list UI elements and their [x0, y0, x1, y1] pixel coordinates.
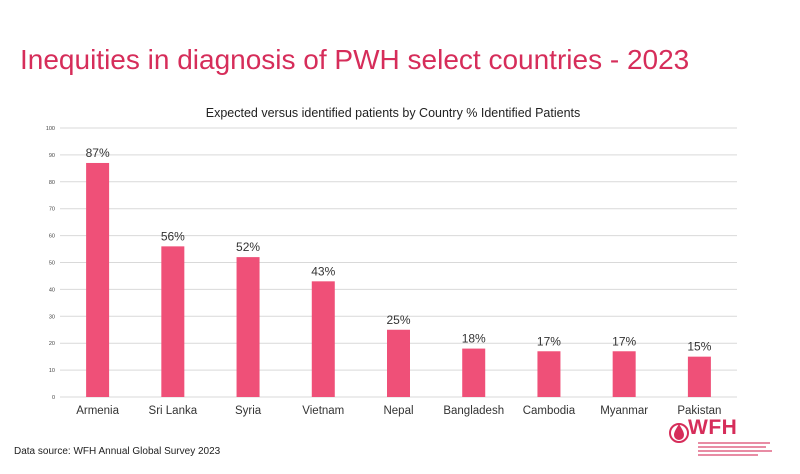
- x-tick-label: Sri Lanka: [149, 405, 198, 417]
- data-labels: 87% 56% 52% 43% 25% 18% 17% 17% 15%: [86, 146, 712, 354]
- bar-sri-lanka: [161, 246, 185, 397]
- data-label: 43%: [311, 264, 335, 278]
- data-label: 87%: [86, 146, 110, 160]
- logo-wordmark: WFH: [688, 416, 738, 439]
- y-tick-label: 60: [49, 234, 55, 240]
- bar-cambodia: [537, 351, 561, 397]
- chart-title: Expected versus identified patients by C…: [206, 106, 581, 120]
- y-tick-label: 70: [49, 207, 55, 213]
- y-tick-label: 20: [49, 341, 55, 347]
- y-tick-label: 40: [49, 287, 55, 293]
- bar-syria: [236, 257, 260, 397]
- x-tick-label: Cambodia: [523, 405, 576, 417]
- x-tick-label: Armenia: [76, 405, 119, 417]
- bar-bangladesh: [462, 348, 486, 397]
- bar-vietnam: [311, 281, 335, 397]
- y-tick-label: 90: [49, 153, 55, 159]
- x-tick-label: Nepal: [383, 405, 413, 417]
- data-label: 17%: [612, 334, 636, 348]
- bars: [86, 162, 711, 397]
- x-tick-label: Pakistan: [677, 405, 721, 417]
- y-tick-label: 10: [49, 368, 55, 374]
- y-tick-label: 30: [49, 314, 55, 320]
- data-source-note: Data source: WFH Annual Global Survey 20…: [14, 446, 221, 457]
- y-tick-label: 100: [46, 126, 55, 132]
- data-label: 25%: [386, 313, 410, 327]
- y-tick-label: 50: [49, 261, 55, 267]
- wfh-logo: WFH: [668, 416, 780, 456]
- y-tick-label: 80: [49, 180, 55, 186]
- bar-pakistan: [687, 356, 711, 397]
- y-axis-ticks: 0 10 20 30 40 50 60 70 80 90 100: [46, 126, 55, 401]
- data-label: 15%: [687, 340, 711, 354]
- x-tick-label: Syria: [235, 405, 262, 417]
- data-label: 52%: [236, 240, 260, 254]
- data-label: 18%: [462, 332, 486, 346]
- x-tick-label: Bangladesh: [443, 405, 504, 417]
- y-tick-label: 0: [52, 395, 55, 401]
- bar-nepal: [387, 329, 410, 397]
- data-label: 56%: [161, 229, 185, 243]
- data-label: 17%: [537, 334, 561, 348]
- slide-title: Inequities in diagnosis of PWH select co…: [20, 44, 690, 75]
- bar-myanmar: [612, 351, 636, 397]
- globe-drop-icon: [669, 423, 689, 443]
- x-axis-ticks: Armenia Sri Lanka Syria Vietnam Nepal Banglad…: [76, 405, 721, 417]
- x-tick-label: Vietnam: [302, 405, 344, 417]
- x-tick-label: Myanmar: [600, 405, 648, 417]
- bar-armenia: [86, 162, 110, 397]
